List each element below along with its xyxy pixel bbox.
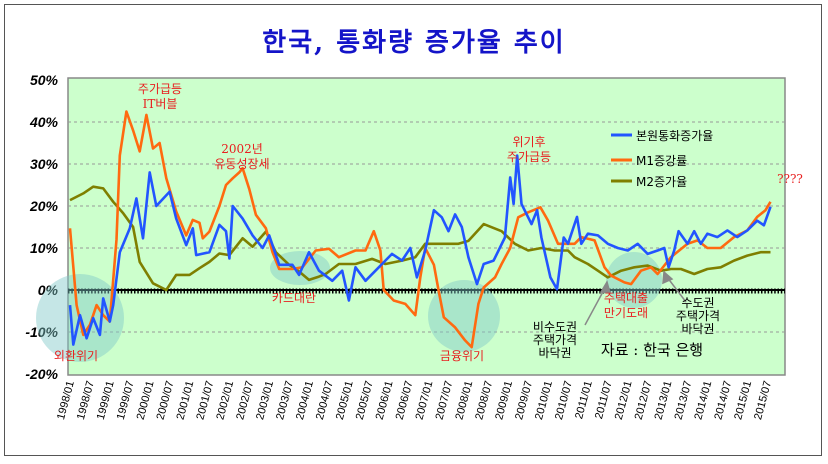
y-tick-label: -20% <box>25 366 58 382</box>
annotation-financial-crisis: 금융위기 <box>440 349 484 363</box>
legend: 본원통화증가율 M1증강률 M2증가율 <box>611 129 713 189</box>
annotation-it-bubble-1: 주가급등 <box>138 82 182 96</box>
legend-label-m1: M1증강률 <box>636 154 687 168</box>
annotation-non-capital-3: 바닥권 <box>538 346 571 360</box>
arrow-capital <box>666 276 687 303</box>
arrow-non-capital <box>584 287 606 326</box>
annotations: 주가급등 IT버블 2002년 유동성장세 카드대란 외환위기 금융위기 위기후… <box>54 82 803 363</box>
annotation-card-crisis: 카드대란 <box>272 291 316 305</box>
annotation-capital-3: 바닥권 <box>681 322 714 336</box>
arrowhead-icon <box>662 270 674 285</box>
x-tick-label: 2000/01 <box>135 380 157 422</box>
x-tick-label: 2005/07 <box>354 380 376 422</box>
arrowhead-icon <box>599 280 612 294</box>
x-tick-label: 2003/01 <box>254 380 276 422</box>
y-tick-label: 50% <box>30 72 59 88</box>
x-tick-label: 1998/07 <box>75 380 97 422</box>
x-tick-label: 2007/07 <box>433 380 455 422</box>
x-tick-label: 2001/07 <box>194 380 216 422</box>
financial-crisis-circle <box>428 280 500 352</box>
series-lines <box>68 110 772 349</box>
x-tick-label: 2007/01 <box>414 380 436 422</box>
annotation-capital-1: 수도권 <box>681 296 714 310</box>
x-tick-label: 2006/01 <box>374 380 396 422</box>
annotation-post-crisis-1: 위기후 <box>512 135 545 149</box>
x-tick-label: 1998/01 <box>55 380 77 422</box>
annotation-it-bubble-2: IT버블 <box>143 97 178 111</box>
series-line-M1증강률 <box>68 110 772 349</box>
x-tick-label: 2003/07 <box>274 380 296 422</box>
y-tick-label: 40% <box>29 114 59 130</box>
annotation-non-capital-1: 비수도권 <box>533 320 577 334</box>
x-axis: 1998/011998/071999/011999/072000/012000/… <box>55 380 774 422</box>
x-tick-label: 2001/01 <box>175 380 197 422</box>
annotation-fx-crisis: 외환위기 <box>54 349 98 363</box>
annotation-2002-1: 2002년 <box>221 142 263 156</box>
y-tick-label: 10% <box>30 240 59 256</box>
annotation-non-capital-2: 주택가격 <box>533 333 577 347</box>
x-tick-label: 2014/07 <box>712 380 734 422</box>
annotation-post-crisis-2: 주가급등 <box>507 150 551 164</box>
x-tick-label: 2014/01 <box>692 380 714 422</box>
x-tick-label: 1999/07 <box>115 380 137 422</box>
x-tick-label: 2010/07 <box>553 380 575 422</box>
x-tick-label: 2015/07 <box>752 380 774 422</box>
x-tick-label: 2002/01 <box>214 380 236 422</box>
series-line-본원통화증가율 <box>68 154 772 346</box>
annotation-mortgage-1: 주택대출 <box>604 291 648 305</box>
x-tick-label: 2006/07 <box>394 380 416 422</box>
x-tick-label: 2002/07 <box>234 380 256 422</box>
chart-frame <box>4 4 822 456</box>
arrows <box>584 270 687 326</box>
x-tick-label: 2009/07 <box>513 380 535 422</box>
x-tick-label: 2013/07 <box>673 380 695 422</box>
x-tick-label: 2009/01 <box>493 380 515 422</box>
x-tick-label: 2005/01 <box>334 380 356 422</box>
x-tick-label: 2008/07 <box>473 380 495 422</box>
y-tick-label: 0% <box>38 282 59 298</box>
x-tick-label: 2008/01 <box>453 380 475 422</box>
plot-area <box>67 77 786 376</box>
y-tick-label: -10% <box>25 324 58 340</box>
x-tick-label: 2013/01 <box>653 380 675 422</box>
x-tick-label: 2012/01 <box>613 380 635 422</box>
source-note: 자료 : 한국 은행 <box>601 341 703 359</box>
chart-title: 한국, 통화량 증가율 추이 <box>262 28 566 58</box>
annotation-2002-2: 유동성장세 <box>214 157 269 171</box>
x-tick-label: 2010/01 <box>533 380 555 422</box>
x-tick-label: 2004/01 <box>294 380 316 422</box>
x-tick-label: 2011/07 <box>593 380 615 421</box>
y-tick-label: 30% <box>30 156 59 172</box>
gridlines <box>68 121 785 333</box>
annotation-mortgage-2: 만기도래 <box>604 306 648 320</box>
legend-label-m2: M2증가율 <box>636 175 687 189</box>
y-axis: 50% 40% 30% 20% 10% 0% -10% -20% <box>25 72 58 382</box>
y-tick-label: 20% <box>29 198 59 214</box>
x-tick-label: 2011/01 <box>573 380 595 421</box>
x-tick-label: 1999/01 <box>95 380 117 422</box>
x-tick-label: 2015/01 <box>732 380 754 422</box>
legend-label-base-money: 본원통화증가율 <box>636 129 713 143</box>
annotation-question: ???? <box>777 172 803 186</box>
x-tick-label: 2000/07 <box>155 380 177 422</box>
x-tick-label: 2004/07 <box>314 380 336 422</box>
annotation-capital-2: 주택가격 <box>676 309 720 323</box>
x-tick-label: 2012/07 <box>633 380 655 422</box>
